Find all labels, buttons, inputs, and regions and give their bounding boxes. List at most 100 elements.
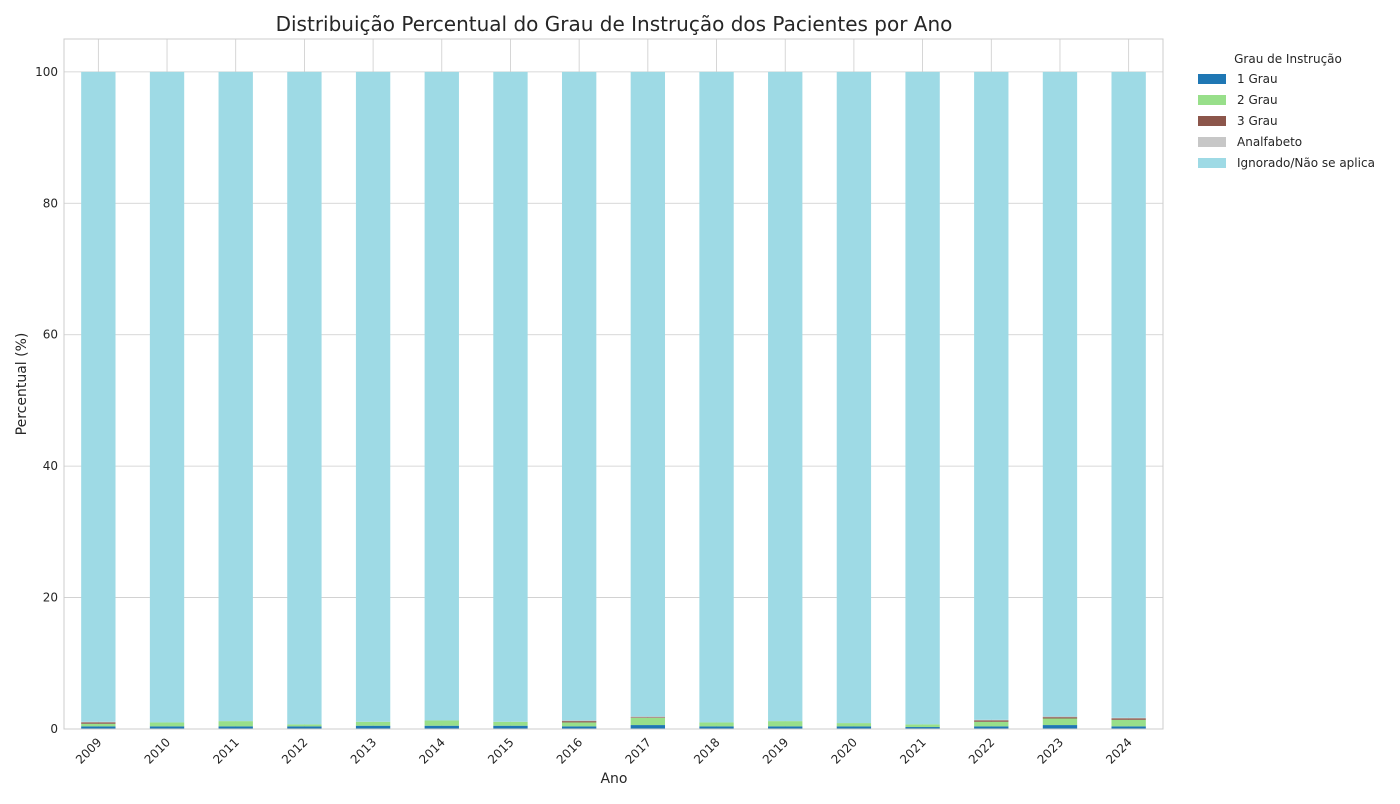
bar-segment: [424, 720, 459, 726]
bar-segment: [1042, 71, 1078, 717]
x-tick-label: 2018: [691, 735, 722, 766]
bar-segment: [768, 71, 803, 722]
bar-segment: [493, 71, 528, 722]
x-axis-label: Ano: [600, 771, 627, 787]
bar-segment: [974, 71, 1009, 720]
bar-segment: [630, 716, 666, 718]
bar-segment: [355, 71, 391, 722]
bar-segment: [218, 71, 253, 722]
bar-segment: [424, 725, 459, 729]
bar-segment: [905, 727, 940, 729]
x-tick-label: 2020: [829, 735, 860, 766]
bar-segment: [630, 717, 666, 718]
x-axis-ticks: 2009 2010 2011 2012 2013 2014 2015 2016 2017 2018…: [73, 735, 1135, 766]
bar-segment: [974, 720, 1009, 722]
legend-label: Analfabeto: [1237, 135, 1302, 149]
legend-swatch: [1198, 158, 1226, 168]
bar-segment: [905, 71, 940, 725]
bar-segment: [561, 721, 597, 723]
bar-segment: [836, 71, 872, 724]
bar-segment: [81, 722, 116, 724]
bar-segment: [699, 726, 734, 729]
bar-segment: [561, 722, 597, 727]
bar-segment: [149, 722, 185, 727]
chart-title: Distribuição Percentual do Grau de Instr…: [276, 12, 953, 36]
bar-segment: [81, 726, 116, 729]
legend-swatch: [1198, 116, 1226, 126]
bar-segment: [768, 726, 803, 729]
bar-segment: [561, 720, 597, 722]
bar-segment: [561, 726, 597, 729]
y-tick-label: 60: [43, 328, 58, 342]
bar-segment: [561, 71, 597, 721]
x-tick-label: 2024: [1103, 735, 1134, 766]
bar-segment: [287, 71, 322, 725]
y-tick-label: 40: [43, 459, 58, 473]
bar-segment: [1111, 718, 1146, 720]
bars: [81, 71, 1146, 729]
bar-segment: [287, 724, 322, 727]
bar-segment: [355, 721, 391, 726]
bar-segment: [493, 721, 528, 726]
bar-segment: [218, 726, 253, 729]
x-tick-label: 2013: [348, 735, 379, 766]
x-tick-label: 2012: [279, 735, 310, 766]
legend-swatch: [1198, 74, 1226, 84]
bar-segment: [81, 723, 116, 727]
bar-segment: [1111, 719, 1146, 727]
bar-segment: [836, 726, 872, 729]
bar-segment: [81, 721, 116, 723]
bar-segment: [149, 726, 185, 729]
bar-segment: [149, 71, 185, 723]
bar-segment: [768, 721, 803, 727]
x-tick-label: 2010: [142, 735, 173, 766]
bar-segment: [905, 724, 940, 728]
legend-label: Ignorado/Não se aplica: [1237, 156, 1375, 170]
y-tick-label: 0: [50, 722, 58, 736]
bar-segment: [493, 725, 528, 729]
y-tick-label: 100: [35, 65, 58, 79]
y-tick-label: 20: [43, 591, 58, 605]
x-tick-label: 2016: [554, 735, 585, 766]
x-tick-label: 2009: [73, 735, 104, 766]
y-axis-label: Percentual (%): [14, 333, 30, 436]
bar-segment: [836, 723, 872, 727]
bar-segment: [218, 721, 253, 727]
legend-label: 1 Grau: [1237, 72, 1278, 86]
bar-segment: [1042, 716, 1078, 718]
legend-swatch: [1198, 95, 1226, 105]
bar-segment: [81, 71, 116, 722]
bar-segment: [699, 722, 734, 727]
bar-segment: [974, 719, 1009, 721]
x-tick-label: 2014: [416, 735, 447, 766]
legend-label: 2 Grau: [1237, 93, 1278, 107]
plot-frame: [63, 38, 1164, 730]
bar-segment: [1042, 717, 1078, 719]
x-tick-label: 2019: [760, 735, 791, 766]
bar-segment: [1042, 725, 1078, 729]
x-tick-label: 2023: [1035, 735, 1066, 766]
bar-segment: [974, 726, 1009, 729]
legend-label: 3 Grau: [1237, 114, 1278, 128]
bar-segment: [630, 71, 666, 717]
x-tick-label: 2022: [966, 735, 997, 766]
bar-segment: [1042, 718, 1078, 726]
bar-segment: [1111, 717, 1146, 719]
bar-segment: [287, 726, 322, 729]
bar-segment: [355, 725, 391, 729]
x-tick-label: 2021: [897, 735, 928, 766]
bar-segment: [699, 71, 734, 723]
legend: Grau de Instrução 1 Grau 2 Grau 3 Grau Anal…: [1198, 52, 1375, 170]
x-tick-label: 2015: [485, 735, 516, 766]
bar-segment: [974, 721, 1009, 727]
x-tick-label: 2011: [210, 735, 241, 766]
y-tick-label: 80: [43, 196, 58, 210]
bar-segment: [1111, 726, 1146, 729]
legend-title: Grau de Instrução: [1234, 52, 1342, 66]
y-axis-ticks: 0 20 40 60 80 100: [35, 65, 58, 736]
bar-segment: [1111, 71, 1146, 718]
x-tick-label: 2017: [622, 735, 653, 766]
bar-segment: [424, 71, 459, 721]
